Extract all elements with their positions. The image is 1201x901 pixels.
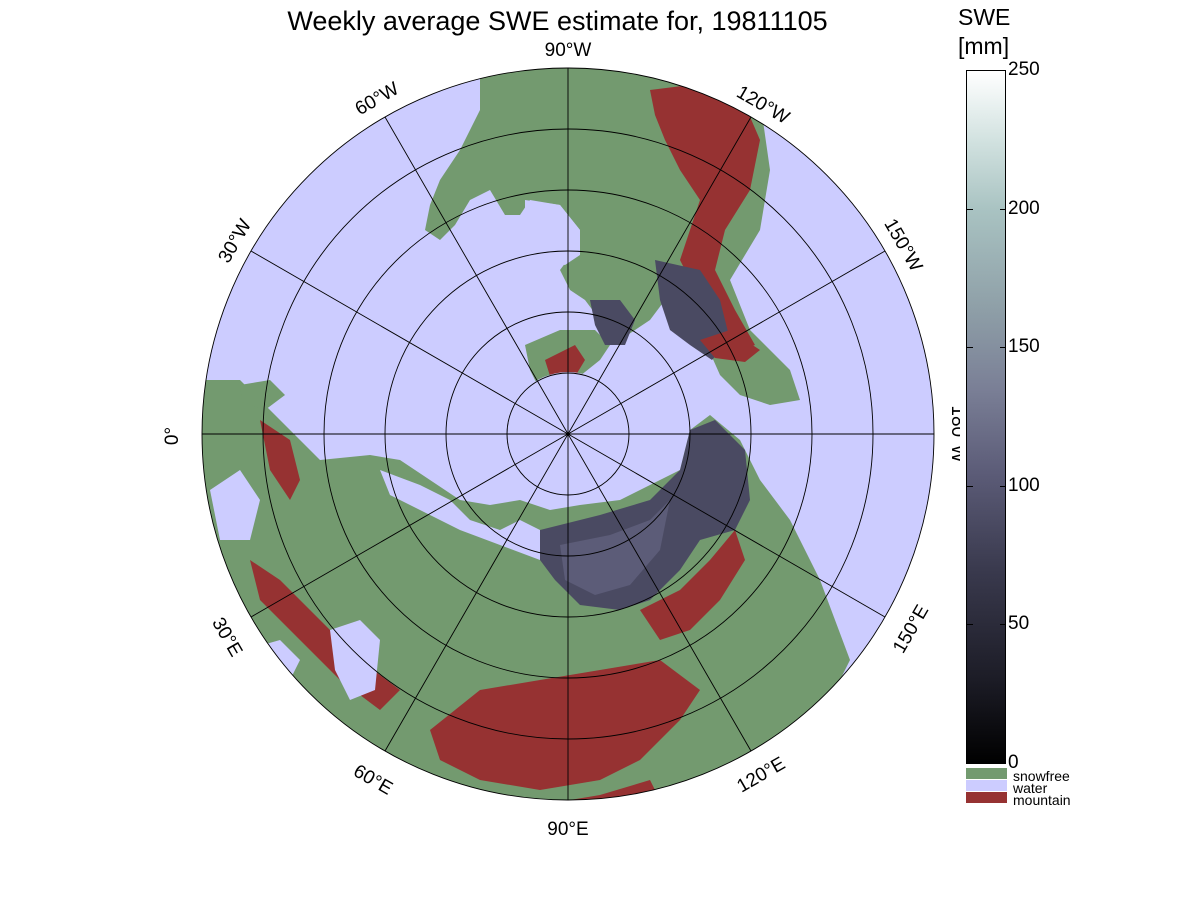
legend-water-label: water <box>1013 780 1048 796</box>
legend-snowfree-swatch <box>966 768 1007 779</box>
legend-water-swatch <box>966 780 1007 791</box>
colorbar-tick-label: 50 <box>1008 613 1030 635</box>
colorbar-tick-label: 100 <box>1008 474 1040 496</box>
scandinavia-mountains <box>260 420 300 500</box>
arctic-coast-water <box>380 470 540 560</box>
colorbar-unit: [mm] <box>958 33 1010 59</box>
colorbar-tick-mark <box>1000 208 1006 210</box>
colorbar-tick-label: 250 <box>1008 59 1040 80</box>
rocky-mountains <box>650 85 760 350</box>
arctic-islands <box>590 300 635 345</box>
colorbar-tick-mark <box>1000 70 1006 71</box>
colorbar-tick-label: 150 <box>1008 336 1040 358</box>
map-title: Weekly average SWE estimate for, 1981110… <box>287 6 828 36</box>
label-0: 0° <box>162 427 183 445</box>
colorbar-tick-mark <box>967 624 973 626</box>
colorbar-tick-label: 0 <box>1008 752 1019 773</box>
legend-mountain-label: mountain <box>1013 792 1071 808</box>
colorbar-tick-mark <box>1000 624 1006 626</box>
legend-mountain-swatch <box>966 792 1007 803</box>
colorbar-title: SWE <box>958 4 1011 30</box>
label-60e: 60°E <box>350 761 396 800</box>
polar-map: 90°W 120°W 150°W 180°W 150°E 120°E 90°E … <box>162 40 960 840</box>
colorbar-tick-mark <box>967 70 973 71</box>
swe-colorbar <box>966 70 1006 764</box>
legend-snowfree-label: snowfree <box>1013 768 1070 784</box>
label-90w: 90°W <box>545 40 592 61</box>
colorbar-tick-mark <box>1000 763 1006 764</box>
baltic-sea <box>210 470 260 540</box>
label-180w: 180°W <box>947 405 960 462</box>
colorbar-tick-mark <box>967 485 973 487</box>
colorbar-tick-mark <box>1000 485 1006 487</box>
hudson-bay <box>525 200 580 265</box>
label-120e: 120°E <box>733 753 789 797</box>
siberia-deep-snow <box>560 500 670 595</box>
colorbar-tick-label: 200 <box>1008 197 1040 219</box>
alaska-mountain <box>700 330 760 362</box>
colorbar-tick-mark <box>1000 347 1006 349</box>
graticule <box>201 67 935 801</box>
label-150e: 150°E <box>889 601 933 657</box>
colorbar-tick-mark <box>967 208 973 210</box>
iceland <box>240 380 285 410</box>
central-asia-mountains <box>430 660 700 790</box>
east-siberia-mountains <box>640 530 745 640</box>
colorbar-tick-mark <box>967 763 973 764</box>
label-30e: 30°E <box>207 614 246 660</box>
label-90e: 90°E <box>547 819 588 840</box>
colorbar-tick-mark <box>967 347 973 349</box>
